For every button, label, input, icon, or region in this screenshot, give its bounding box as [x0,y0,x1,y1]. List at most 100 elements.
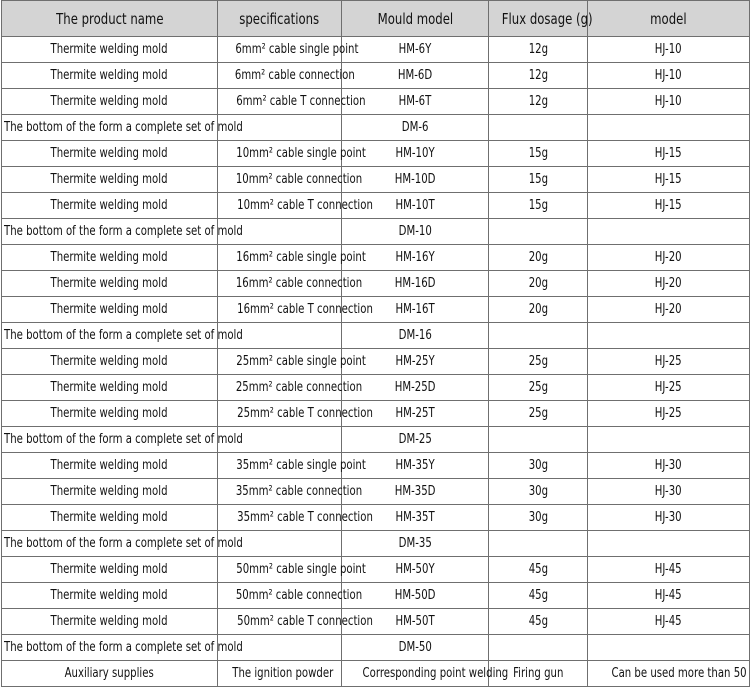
cell-text: The bottom of the form a complete set of… [4,120,243,135]
table-row: The bottom of the form a complete set of… [1,634,750,661]
table-cell [217,426,342,453]
cell-text: HJ-30 [655,484,682,499]
cell-text: Thermite welding mold [50,94,168,109]
cell-text: HM-25T [395,406,435,421]
cell-text: HJ-25 [655,354,682,369]
cell-text: DM-35 [398,536,432,551]
cell-text: HJ-20 [655,302,682,317]
cell-text: 30g [528,484,548,499]
table-cell: The bottom of the form a complete set of… [1,322,243,349]
table-cell: 25mm² cable T connection [217,400,373,427]
table-cell: Thermite welding mold [1,270,218,297]
table-cell: Thermite welding mold [1,166,218,193]
cell-text: The bottom of the form a complete set of… [4,536,243,551]
table-cell [587,322,750,349]
cell-text: Thermite welding mold [50,458,168,473]
table-cell: HM-10D [341,166,489,193]
cell-text: Thermite welding mold [50,484,168,499]
cell-text: 45g [528,562,548,577]
cell-text: 30g [528,458,548,473]
table-cell: 30g [488,504,588,531]
table-cell [488,114,588,141]
cell-text: The bottom of the form a complete set of… [4,640,243,655]
cell-text: HJ-15 [655,146,682,161]
cell-text: HM-6T [398,94,432,109]
cell-text: Can be used more than 50 times [611,666,750,681]
table-cell: HJ-15 [587,166,750,193]
cell-text: The bottom of the form a complete set of… [4,432,243,447]
cell-text: Thermite welding mold [50,380,168,395]
table-cell: HM-10T [341,192,489,219]
cell-text: HM-10T [395,198,435,213]
table-cell: 50mm² cable single point [217,556,366,583]
cell-text: HJ-45 [655,588,682,603]
table-cell: Thermite welding mold [1,478,218,505]
table-cell: HJ-30 [587,452,750,479]
table-cell: Thermite welding mold [1,452,218,479]
table-cell [488,426,588,453]
table-cell: HJ-20 [587,296,750,323]
cell-text: 6mm² cable T connection [236,94,366,109]
cell-text: HM-16Y [395,250,435,265]
cell-text: HM-16T [395,302,435,317]
cell-text: The product name [55,9,164,28]
table-cell: HM-6Y [341,36,489,63]
cell-text: 16mm² cable connection [235,276,363,291]
table-cell: The bottom of the form a complete set of… [1,114,243,141]
table-cell: HJ-45 [587,556,750,583]
table-cell: 35mm² cable single point [217,452,366,479]
cell-text: Auxiliary supplies [64,666,155,681]
table-cell: HM-50D [341,582,489,609]
cell-text: 35mm² cable connection [235,484,363,499]
table-cell: 16mm² cable T connection [217,296,373,323]
cell-text: Firing gun [512,666,564,681]
cell-text: DM-50 [398,640,432,655]
cell-text: HJ-15 [655,198,682,213]
table-cell: 6mm² cable T connection [217,88,366,115]
cell-text: Thermite welding mold [50,354,168,369]
table-row: Thermite welding mold 10mm² cable T conne… [1,192,750,219]
table-cell: Thermite welding mold [1,88,218,115]
cell-text: model [650,9,687,28]
cell-text: 20g [528,250,548,265]
table-row: The bottom of the form a complete set of… [1,114,750,141]
cell-text: HM-50Y [395,562,435,577]
table-cell: 25g [488,400,588,427]
table-row: Thermite welding mold 10mm² cable connect… [1,166,750,193]
cell-text: Thermite welding mold [50,406,168,421]
cell-text: 50mm² cable T connection [237,614,373,629]
table-cell [587,426,750,453]
cell-text: 25mm² cable single point [236,354,366,369]
cell-text: DM-10 [398,224,432,239]
table-cell: 25mm² cable single point [217,348,366,375]
cell-text: 50mm² cable connection [235,588,363,603]
cell-text: DM-25 [398,432,432,447]
cell-text: HJ-10 [655,42,682,57]
cell-text: specifications [239,9,320,28]
table-row: Thermite welding mold 35mm² cable connect… [1,478,750,505]
cell-text: 25mm² cable connection [235,380,363,395]
table-cell: Thermite welding mold [1,504,218,531]
cell-text: 10mm² cable connection [235,172,363,187]
table-cell [587,114,750,141]
table-cell: Thermite welding mold [1,374,218,401]
cell-text: 25g [528,354,548,369]
cell-text: 6mm² cable connection [234,68,355,83]
table-cell [587,634,750,661]
table-cell: HJ-25 [587,348,750,375]
cell-text: 12g [528,68,548,83]
table-cell: 50mm² cable T connection [217,608,373,635]
table-cell: 20g [488,296,588,323]
cell-text: 25mm² cable T connection [237,406,373,421]
table-row: The bottom of the form a complete set of… [1,322,750,349]
table-cell: 12g [488,36,588,63]
table-row: Thermite welding mold 25mm² cable T conne… [1,400,750,427]
table-cell: 35mm² cable connection [217,478,362,505]
cell-text: HM-6D [397,68,433,83]
cell-text: Thermite welding mold [50,510,168,525]
cell-text: 10mm² cable T connection [237,198,373,213]
table-cell: Thermite welding mold [1,556,218,583]
table-cell: HJ-10 [587,88,750,115]
